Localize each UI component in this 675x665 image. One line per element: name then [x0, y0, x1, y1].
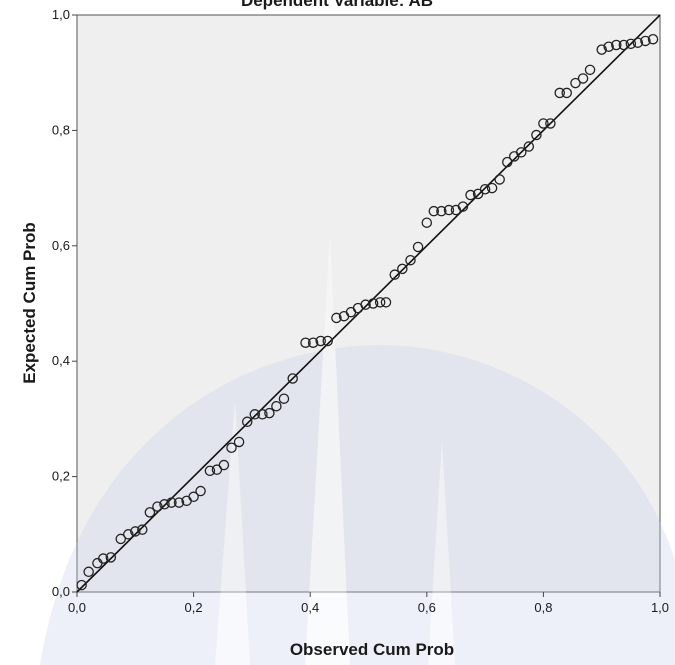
data-point: [300, 337, 311, 348]
data-point: [152, 501, 163, 512]
x-tick-label: 0,2: [185, 600, 203, 615]
data-point: [515, 147, 527, 158]
y-tick-label: 0,0: [52, 584, 70, 599]
data-point: [115, 533, 126, 545]
x-tick-label: 1,0: [651, 600, 669, 615]
data-point: [264, 407, 275, 419]
data-point: [360, 299, 371, 310]
data-point: [632, 37, 644, 48]
data-point: [226, 442, 237, 453]
x-tick-label: 0,4: [301, 600, 319, 615]
y-tick-label: 0,4: [52, 353, 70, 368]
data-point: [596, 44, 607, 55]
data-points: [76, 33, 659, 591]
data-point: [322, 335, 333, 347]
data-point: [159, 499, 170, 510]
data-point: [173, 497, 185, 508]
data-point: [257, 409, 268, 420]
data-point: [397, 263, 408, 275]
data-point: [457, 201, 469, 212]
data-point: [640, 35, 651, 47]
data-point: [105, 552, 117, 563]
data-point: [531, 129, 542, 141]
data-point: [494, 174, 505, 185]
data-point: [428, 205, 440, 217]
data-point: [315, 335, 326, 347]
data-point: [584, 64, 596, 76]
data-point: [218, 459, 230, 471]
y-axis-title: Expected Cum Prob: [20, 222, 39, 384]
y-tick-label: 0,6: [52, 238, 70, 253]
x-tick-label: 0,6: [418, 600, 436, 615]
data-point: [287, 373, 298, 384]
data-point: [166, 497, 177, 508]
data-point: [389, 269, 400, 280]
data-point: [523, 141, 535, 152]
data-point: [97, 553, 109, 564]
data-point: [479, 184, 491, 195]
data-point: [83, 566, 94, 578]
data-point: [271, 400, 282, 412]
data-point: [486, 182, 498, 194]
x-tick-label: 0,0: [68, 600, 86, 615]
data-point: [647, 33, 659, 45]
data-point: [241, 416, 253, 428]
data-point: [421, 217, 433, 228]
data-point: [249, 409, 261, 420]
y-tick-label: 0,2: [52, 469, 70, 484]
data-point: [380, 297, 392, 308]
data-point: [367, 298, 379, 309]
data-point: [561, 87, 572, 99]
data-point: [570, 77, 581, 89]
data-point: [76, 579, 87, 591]
data-point: [137, 524, 148, 535]
data-point: [307, 337, 319, 348]
data-point: [374, 297, 386, 308]
data-point: [577, 73, 589, 84]
data-point: [412, 241, 424, 253]
data-point: [436, 205, 447, 217]
data-point: [465, 189, 476, 201]
data-point: [195, 485, 206, 497]
watermark-logo: [40, 234, 675, 665]
data-point: [144, 507, 156, 518]
data-point: [130, 526, 141, 537]
data-point: [545, 118, 556, 129]
data-point: [405, 254, 416, 266]
axis-ticks: 0,0 0,2 0,4 0,6 0,8 1,0 0,0 0,2 0,4 0,6 0,8 1,0: [52, 7, 669, 615]
data-point: [554, 87, 565, 99]
y-tick-label: 0,8: [52, 122, 70, 137]
data-point: [538, 118, 549, 129]
data-point: [331, 312, 342, 324]
data-point: [204, 465, 216, 477]
data-point: [278, 393, 290, 404]
data-point: [188, 491, 199, 503]
y-tick-label: 1,0: [52, 7, 70, 22]
data-point: [233, 436, 245, 448]
data-point: [618, 39, 630, 51]
data-point: [443, 204, 455, 216]
data-point: [603, 41, 614, 52]
x-tick-label: 0,8: [534, 600, 552, 615]
chart-title: Dependent Variable: AB: [241, 0, 433, 10]
data-point: [502, 156, 513, 168]
data-point: [611, 39, 622, 51]
data-point: [123, 529, 134, 540]
x-axis-title: Observed Cum Prob: [290, 640, 454, 659]
data-point: [625, 38, 637, 50]
